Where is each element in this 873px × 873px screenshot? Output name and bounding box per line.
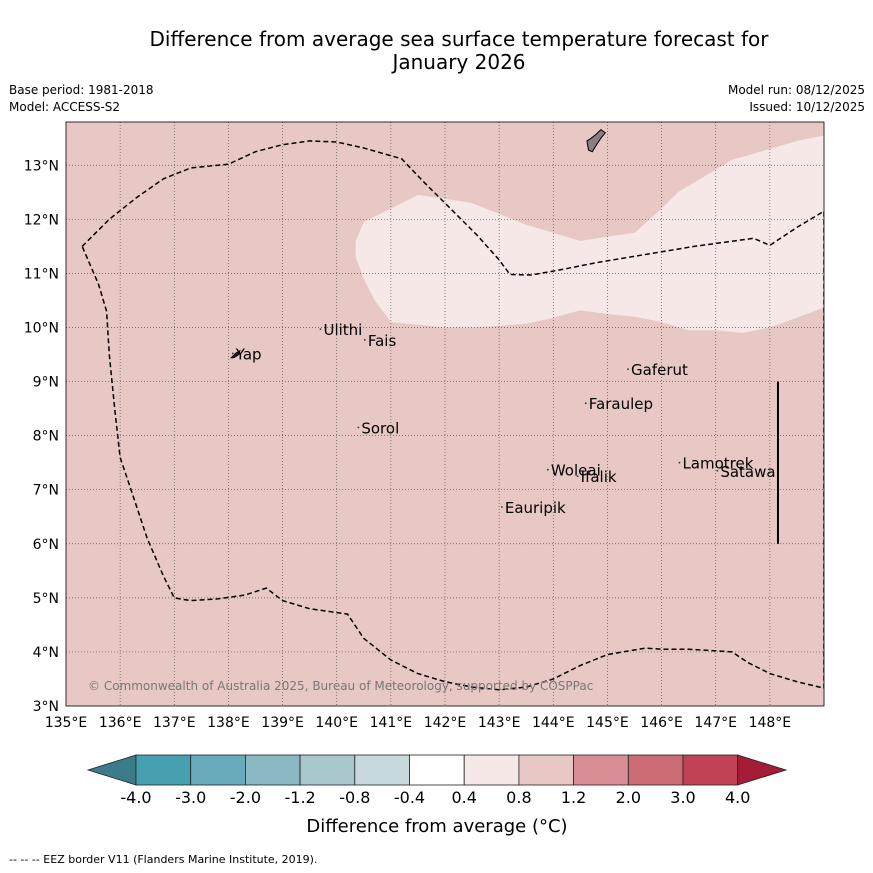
eez-border — [81, 140, 824, 691]
meta-left: Base period: 1981-2018 Model: ACCESS-S2 — [9, 82, 154, 116]
island-label: Gaferut — [631, 361, 688, 379]
colorbar-bin — [244, 754, 301, 786]
lat-tick-label: 9°N — [33, 375, 59, 391]
island-marker — [678, 461, 681, 464]
colorbar-bin — [627, 754, 684, 786]
title-line-1: Difference from average sea surface temp… — [149, 27, 769, 51]
colorbar-low-extend — [86, 754, 137, 786]
lon-tick-label: 148°E — [749, 715, 792, 731]
island-marker — [319, 328, 322, 331]
meta-right: Model run: 08/12/2025 Issued: 10/12/2025 — [728, 82, 865, 116]
island-marker — [363, 339, 366, 341]
lat-tick-label: 6°N — [33, 537, 59, 553]
island-marker — [627, 368, 629, 371]
island-marker — [716, 469, 719, 472]
island-labels: Yap Ulithi Fais Gaferut Faraulep Sorol WoleaiI… — [231, 321, 780, 517]
lon-tick-label: 135°E — [45, 715, 88, 731]
island-label: Faraulep — [589, 395, 653, 413]
island-label: Satawal — [720, 463, 779, 481]
colorbar-bin — [409, 754, 465, 786]
base-period: Base period: 1981-2018 — [9, 83, 154, 97]
axis-tick-labels: 135°E 136°E 137°E 138°E 139°E 140°E 141°E 142°E… — [24, 158, 791, 731]
island-marker — [584, 402, 587, 405]
guam-island-shape — [586, 128, 607, 153]
lon-tick-label: 144°E — [532, 715, 575, 731]
colorbar-tick-label: -0.4 — [394, 788, 425, 807]
lon-tick-label: 146°E — [640, 715, 683, 731]
island-marker — [576, 475, 579, 478]
lat-tick-label: 3°N — [33, 699, 59, 715]
colorbar-tick-label: -0.8 — [339, 788, 370, 807]
colorbar-bin — [354, 754, 410, 786]
colorbar: -4.0 -3.0 -2.0 -1.2 -0.8 -0.4 0.4 0.8 1.2 2.0 3.0 4… — [86, 754, 788, 807]
colorbar-tick-label: 1.2 — [561, 788, 586, 807]
colorbar-tick-label: -2.0 — [230, 788, 261, 807]
map-frame — [65, 121, 825, 707]
copyright-text: © Commonwealth of Australia 2025, Bureau… — [88, 679, 593, 693]
colorbar-bin — [463, 754, 520, 786]
island-marker — [357, 426, 360, 429]
lon-tick-label: 142°E — [424, 715, 467, 731]
colorbar-tick-label: 0.4 — [451, 788, 476, 807]
island-label: Eauripik — [505, 499, 566, 517]
lat-tick-label: 12°N — [24, 212, 59, 228]
lat-tick-label: 4°N — [33, 645, 59, 661]
island-label: Lamotrek — [682, 455, 753, 473]
gridlines — [66, 122, 824, 706]
island-marker — [500, 506, 503, 508]
lon-tick-label: 137°E — [153, 715, 196, 731]
colorbar-high-extend — [737, 754, 788, 786]
island-marker — [231, 352, 234, 355]
colorbar-label: Difference from average (°C) — [306, 816, 567, 837]
model-run: Model run: 08/12/2025 — [727, 83, 865, 97]
island-label: Ifalik — [581, 468, 617, 486]
colorbar-bin — [299, 754, 356, 786]
lat-tick-label: 8°N — [33, 429, 59, 445]
colorbar-tick-label: -3.0 — [175, 788, 206, 807]
colorbar-tick-label: -4.0 — [120, 788, 151, 807]
colorbar-bin — [573, 754, 629, 786]
colorbar-bin — [135, 754, 192, 786]
colorbar-bin — [518, 754, 575, 786]
yap-island-shape — [229, 349, 241, 359]
lon-tick-label: 147°E — [694, 715, 737, 731]
lon-tick-label: 139°E — [261, 715, 304, 731]
lat-tick-label: 7°N — [33, 483, 59, 499]
lon-tick-label: 145°E — [586, 715, 629, 731]
island-label: Yap — [235, 345, 262, 363]
island-label: Sorol — [361, 420, 399, 438]
colorbar-bin — [682, 754, 739, 786]
anomaly-0.4-0.8-region — [355, 135, 824, 333]
colorbar-tick-label: 4.0 — [725, 788, 750, 807]
lon-tick-label: 141°E — [370, 715, 413, 731]
issued-date: Issued: 10/12/2025 — [749, 100, 865, 114]
eez-footnote: -- -- -- EEZ border V11 (Flanders Marine… — [9, 853, 318, 866]
island-marker — [546, 468, 549, 471]
colorbar-tick-label: 3.0 — [670, 788, 695, 807]
colorbar-bin — [190, 754, 246, 786]
model-name: Model: ACCESS-S2 — [9, 100, 121, 114]
lon-tick-label: 140°E — [315, 715, 358, 731]
lat-tick-label: 5°N — [33, 591, 59, 607]
island-label: Woleai — [551, 462, 601, 480]
chart-title: Difference from average sea surface temp… — [0, 28, 873, 74]
colorbar-tick-label: 2.0 — [616, 788, 641, 807]
lon-tick-label: 136°E — [99, 715, 142, 731]
lat-tick-label: 10°N — [24, 320, 59, 336]
lat-tick-label: 11°N — [24, 266, 59, 282]
island-label: Ulithi — [323, 321, 362, 339]
island-label: Fais — [368, 332, 397, 350]
colorbar-tick-label: -1.2 — [284, 788, 315, 807]
lat-tick-label: 13°N — [24, 158, 59, 174]
title-line-2: January 2026 — [392, 50, 526, 74]
lon-tick-label: 138°E — [207, 715, 250, 731]
lon-tick-label: 143°E — [478, 715, 521, 731]
colorbar-tick-label: 0.8 — [506, 788, 531, 807]
